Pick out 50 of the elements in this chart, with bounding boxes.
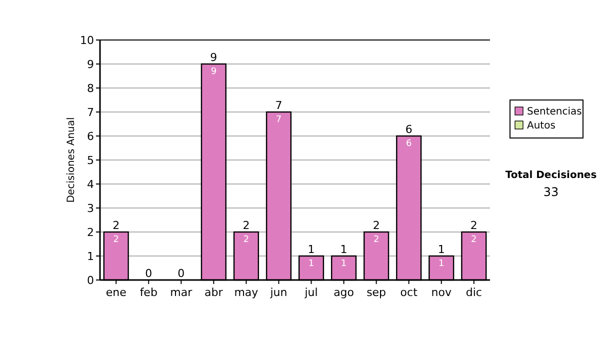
legend-label: Autos xyxy=(527,120,556,132)
data-label: 7 xyxy=(276,115,282,125)
total-label: 0 xyxy=(145,267,152,280)
x-tick-label: oct xyxy=(400,286,418,299)
text: 33 xyxy=(543,185,559,199)
x-tick-label: feb xyxy=(140,286,158,299)
x-tick-label: may xyxy=(234,286,259,299)
y-tick-label: 2 xyxy=(87,226,94,239)
data-label: 2 xyxy=(373,235,380,245)
text: Total Decisiones xyxy=(505,170,597,181)
y-tick-label: 3 xyxy=(87,202,94,215)
data-label: 2 xyxy=(471,235,477,245)
total-label: 1 xyxy=(340,243,348,256)
y-tick-label: 1 xyxy=(87,250,94,263)
total-label: 0 xyxy=(178,267,185,280)
data-label: 1 xyxy=(438,259,444,269)
x-tick-label: ago xyxy=(334,286,354,299)
y-tick-label: 6 xyxy=(87,130,94,143)
x-tick-label: jun xyxy=(269,286,288,299)
data-label: 2 xyxy=(113,235,119,245)
data-label: 9 xyxy=(210,67,217,77)
x-tick-label: ene xyxy=(106,286,127,299)
data-label: 1 xyxy=(308,259,314,269)
x-tick-label: abr xyxy=(204,286,224,299)
total-label: 2 xyxy=(112,219,120,232)
y-tick-label: 5 xyxy=(87,154,94,167)
data-label: 1 xyxy=(340,259,347,269)
y-tick-label: 0 xyxy=(87,274,94,287)
legend-label: Sentencias xyxy=(527,106,582,118)
y-axis-title: Decisiones Anual xyxy=(66,117,77,203)
y-tick-label: 4 xyxy=(87,178,94,191)
y-tick-label: 9 xyxy=(87,58,94,71)
data-label: 2 xyxy=(243,235,250,245)
total-label: 6 xyxy=(405,123,412,136)
total-label: 7 xyxy=(275,99,282,112)
x-tick-label: dic xyxy=(466,286,482,299)
total-label: 9 xyxy=(210,51,218,64)
total-label: 2 xyxy=(242,219,250,232)
x-tick-label: nov xyxy=(431,286,452,299)
x-tick-label: jul xyxy=(304,286,318,299)
y-tick-label: 7 xyxy=(87,106,94,119)
x-tick-label: mar xyxy=(170,286,193,299)
total-label: 2 xyxy=(372,219,380,232)
data-label: 6 xyxy=(406,139,412,149)
total-label: 1 xyxy=(308,243,315,256)
total-label: 2 xyxy=(470,219,478,232)
total-label: 1 xyxy=(438,243,445,256)
x-tick-label: sep xyxy=(366,286,386,299)
y-tick-label: 10 xyxy=(80,34,94,47)
y-tick-label: 8 xyxy=(87,82,94,95)
